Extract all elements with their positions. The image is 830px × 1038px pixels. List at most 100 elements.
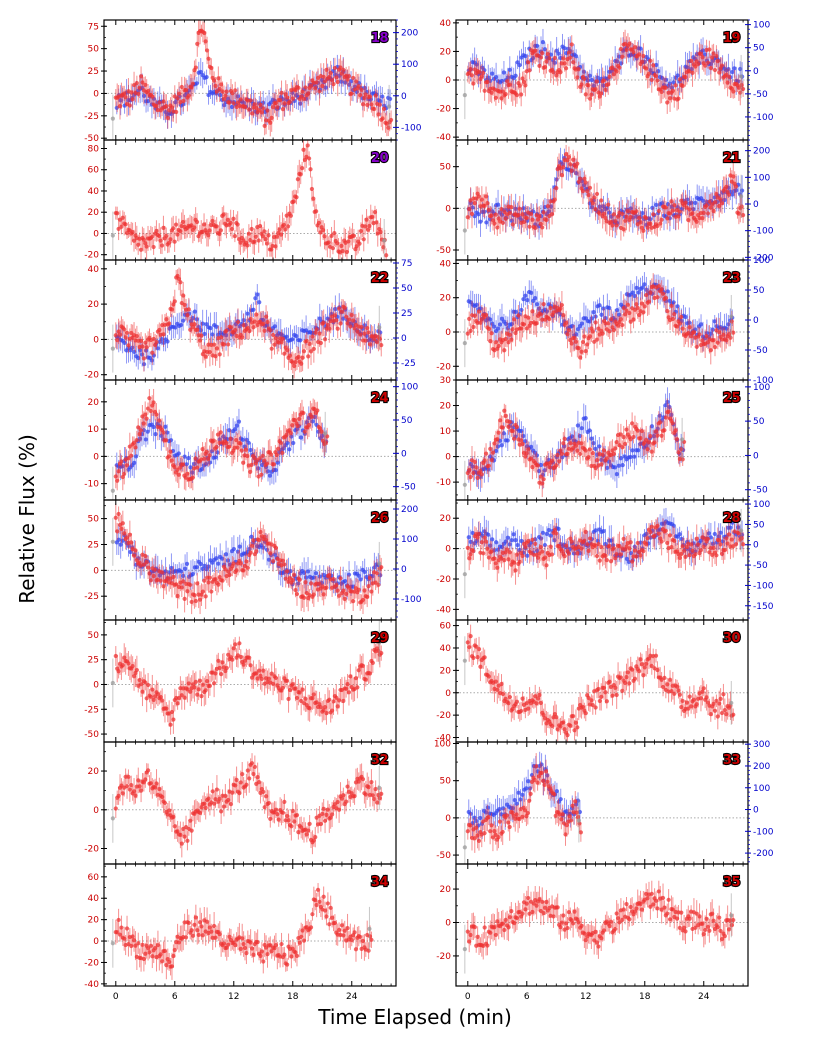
- red-point: [493, 212, 498, 217]
- y-tick-label: 0: [93, 335, 99, 345]
- red-point: [728, 335, 733, 340]
- red-point: [527, 68, 532, 73]
- red-point: [235, 222, 240, 227]
- blue-point: [291, 440, 296, 446]
- blue-point: [132, 460, 137, 465]
- right-y-tick-label: -50: [753, 346, 768, 356]
- red-point: [719, 63, 725, 68]
- y-tick-label: -20: [84, 371, 99, 381]
- red-point: [740, 213, 746, 218]
- red-point: [172, 239, 177, 244]
- red-point: [127, 103, 132, 108]
- x-axis-label: Time Elapsed (min): [317, 1005, 512, 1029]
- blue-point: [589, 77, 594, 83]
- blue-point: [484, 220, 489, 225]
- red-point: [249, 226, 254, 232]
- red-point: [740, 86, 746, 92]
- panel-24-plot: [104, 388, 396, 500]
- grey-point: [462, 341, 467, 346]
- blue-point: [732, 66, 737, 71]
- red-point: [503, 92, 508, 97]
- right-y-tick-label: 50: [401, 284, 413, 294]
- red-point: [672, 312, 677, 317]
- panel-18: -50 -25 0 25 50 75 -100 0 100 200 18: [84, 19, 422, 144]
- red-point: [332, 65, 338, 71]
- panels-grid: -50-250255075-100010020018-40-2002040-10…: [84, 19, 774, 1002]
- red-point: [583, 180, 588, 185]
- blue-point: [636, 290, 641, 295]
- red-point: [141, 356, 146, 361]
- red-point: [676, 96, 681, 101]
- y-tick-label: -10: [84, 480, 99, 490]
- red-point: [641, 228, 646, 233]
- y-tick-label: 50: [88, 45, 100, 55]
- red-point: [351, 233, 357, 238]
- red-point: [122, 327, 127, 332]
- right-y-tick-label: -200: [753, 253, 774, 263]
- blue-point: [298, 338, 303, 343]
- panel-id-label: 18: [371, 31, 389, 46]
- red-point: [601, 78, 607, 83]
- red-point: [314, 327, 319, 332]
- blue-point: [186, 456, 191, 461]
- blue-point: [204, 322, 209, 327]
- red-point: [733, 184, 739, 189]
- blue-point: [151, 424, 156, 430]
- blue-point: [587, 319, 592, 324]
- red-point: [217, 352, 222, 357]
- red-point: [597, 211, 602, 216]
- red-point: [500, 220, 506, 225]
- red-point: [248, 237, 253, 243]
- red-point: [644, 216, 649, 221]
- right-y-tick-label: 100: [753, 256, 770, 266]
- red-point: [224, 89, 229, 94]
- red-point: [164, 103, 169, 109]
- red-point: [301, 410, 306, 416]
- red-point: [329, 233, 334, 238]
- red-point: [465, 331, 470, 336]
- blue-point: [267, 473, 273, 478]
- grey-point: [110, 488, 115, 493]
- red-point: [229, 226, 235, 232]
- red-point: [178, 280, 183, 285]
- red-point: [306, 354, 311, 359]
- red-point: [677, 209, 682, 214]
- red-point: [331, 81, 336, 87]
- blue-point: [179, 322, 184, 328]
- red-point: [193, 456, 198, 461]
- y-tick-label: 0: [445, 204, 451, 214]
- blue-point: [165, 339, 170, 344]
- red-point: [218, 228, 223, 233]
- blue-point: [575, 327, 581, 332]
- red-point: [481, 70, 486, 75]
- blue-point: [693, 200, 698, 206]
- red-point: [648, 58, 653, 63]
- y-tick-label: -20: [436, 105, 451, 115]
- right-y-tick-label: 0: [401, 92, 407, 102]
- red-point: [731, 330, 736, 335]
- blue-point: [710, 327, 715, 332]
- red-point: [256, 238, 261, 243]
- blue-point: [490, 71, 495, 76]
- red-point: [179, 84, 184, 90]
- blue-point: [556, 51, 561, 56]
- red-point: [259, 472, 264, 477]
- red-point: [659, 217, 664, 222]
- blue-point: [134, 454, 139, 459]
- red-point: [634, 209, 639, 214]
- right-y-tick-label: 0: [753, 200, 759, 210]
- right-y-tick-label: -100: [753, 227, 774, 237]
- red-point: [119, 224, 124, 229]
- blue-point: [492, 324, 497, 329]
- y-tick-label: 20: [88, 398, 100, 408]
- red-point: [314, 209, 319, 214]
- red-point: [679, 314, 684, 320]
- y-tick-label: 20: [88, 208, 100, 218]
- red-point: [335, 326, 340, 331]
- right-y-tick-label: 0: [753, 316, 759, 326]
- red-point: [309, 186, 315, 192]
- red-point: [541, 302, 546, 307]
- red-point: [582, 334, 587, 339]
- y-tick-label: 40: [88, 187, 100, 197]
